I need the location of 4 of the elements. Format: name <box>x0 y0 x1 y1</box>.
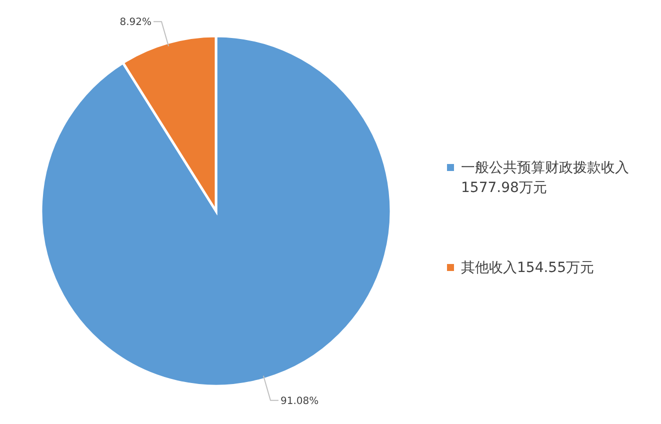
legend-label: 其他收入154.55万元 <box>461 260 594 276</box>
data-label: 91.08% <box>280 396 319 407</box>
data-label: 8.92% <box>120 17 152 28</box>
legend-label: 一般公共预算财政拨款收入1577.98万元 <box>461 160 629 196</box>
